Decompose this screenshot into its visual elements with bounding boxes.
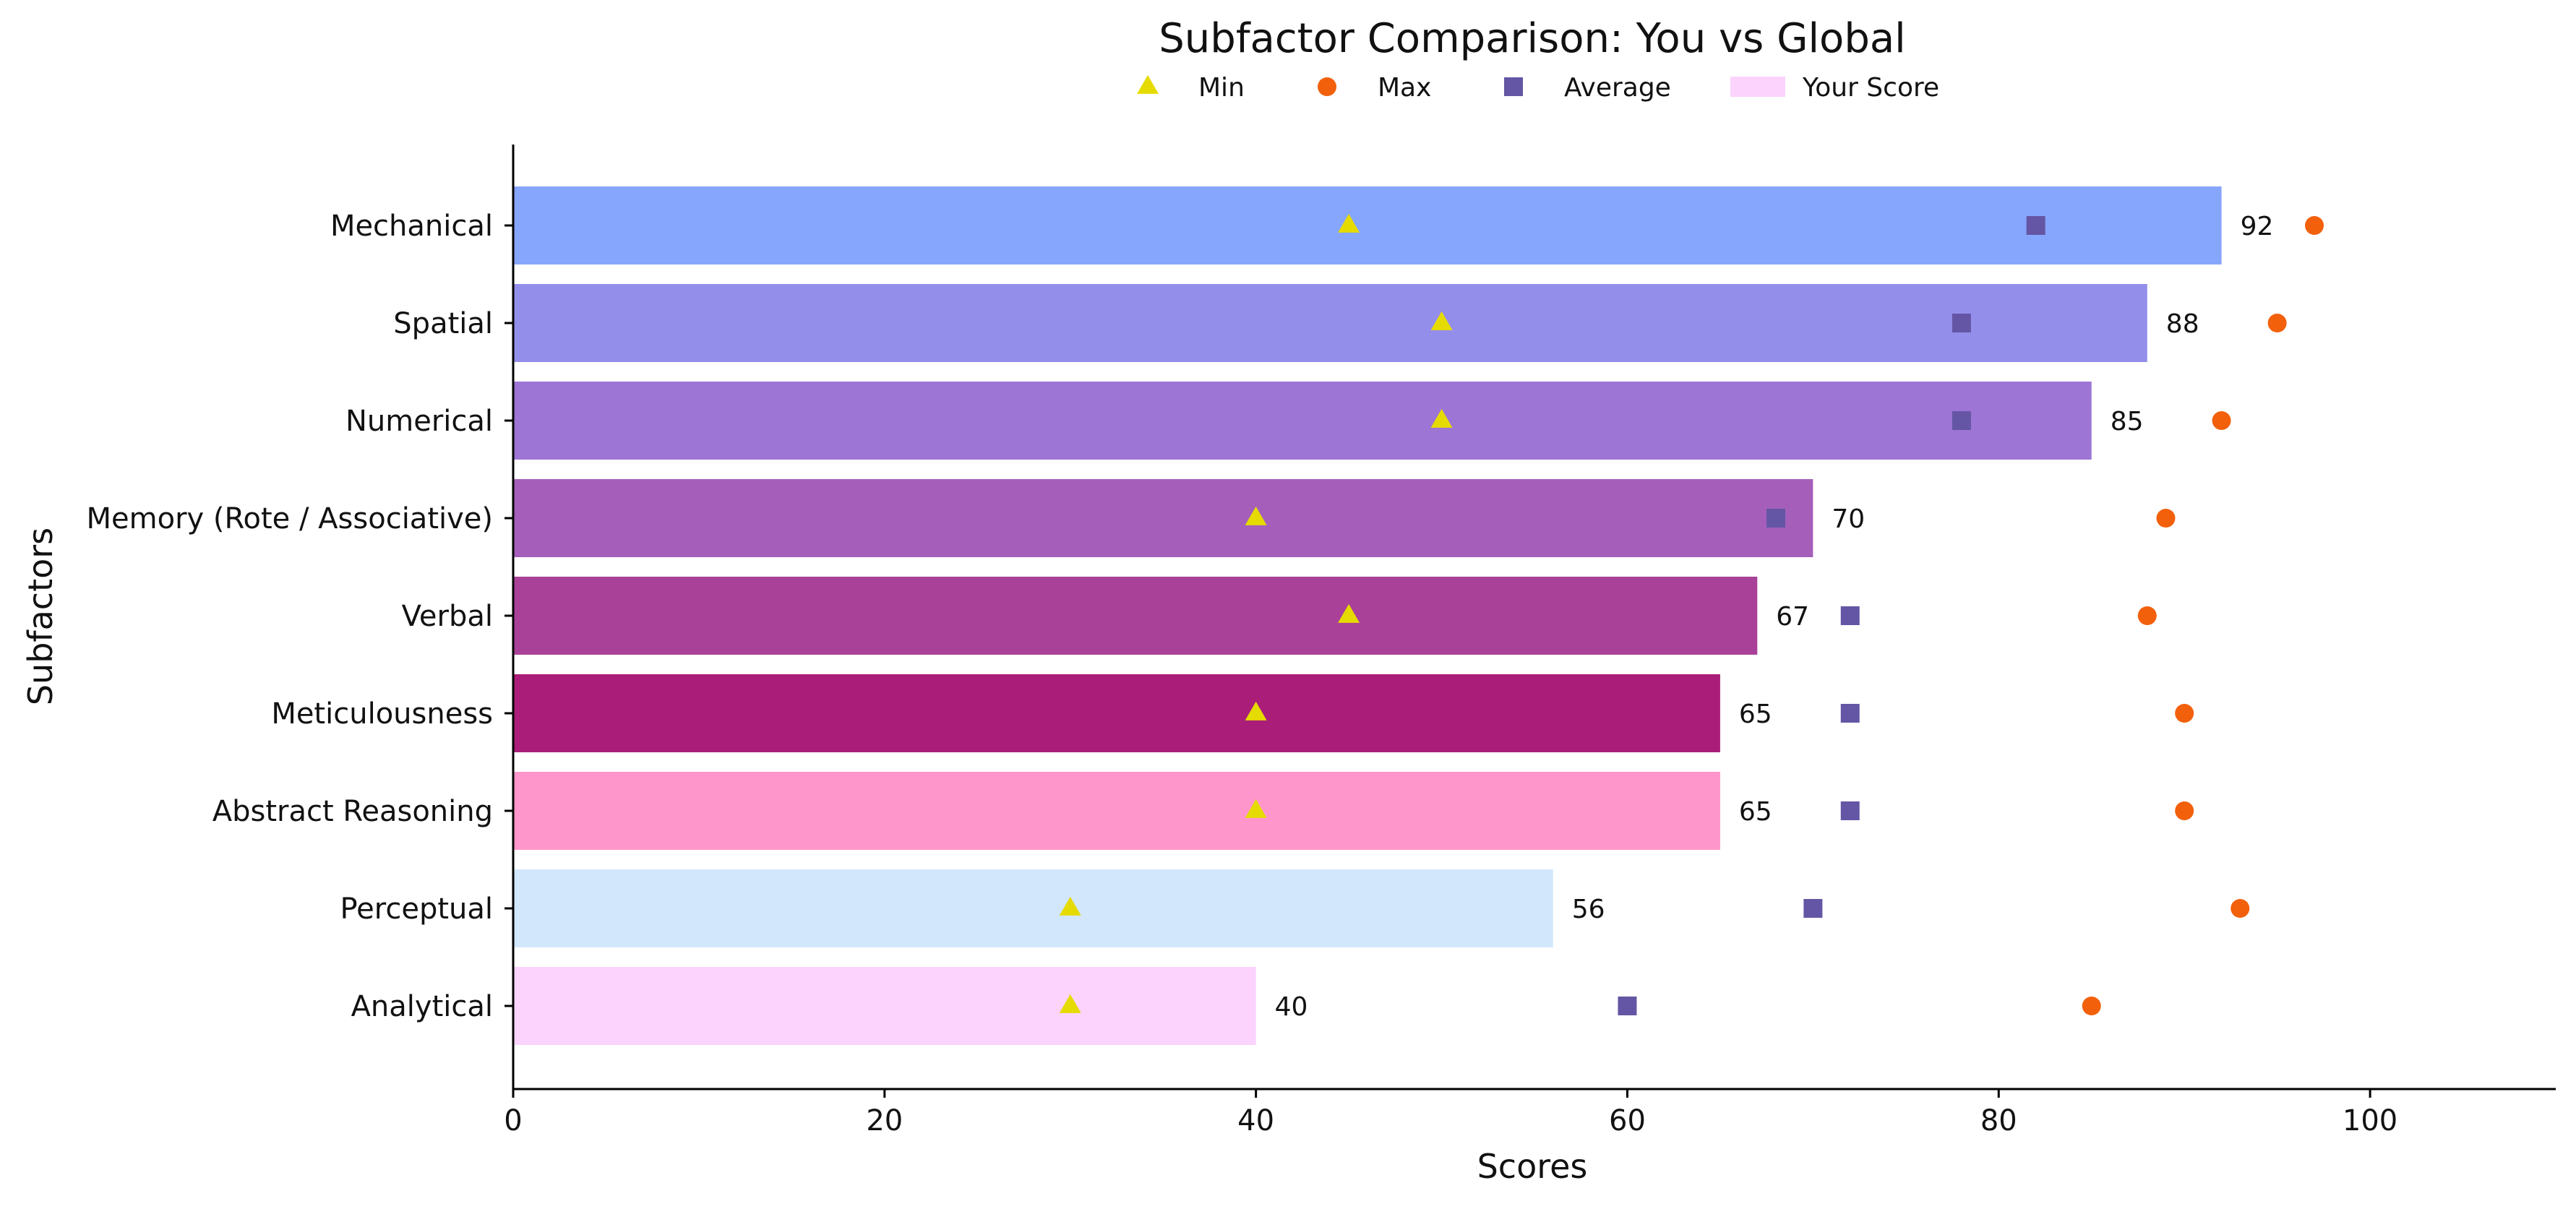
bar-value-label: 56 [1572,895,1605,924]
min-marker [1430,311,1453,330]
x-tick-label: 0 [504,1104,522,1137]
x-axis-label: Scores [1477,1147,1588,1186]
bar-value-label: 70 [1832,504,1865,534]
max-marker [2137,606,2157,625]
bar [513,674,1720,752]
bar-value-label: 92 [2241,212,2274,241]
legend-min-swatch [1137,74,1159,94]
min-marker [1338,603,1360,623]
x-tick-label: 20 [866,1104,903,1137]
bars: 92 88 85 70 67 65 65 56 40 [513,186,2273,1045]
bar [513,967,1256,1045]
max-marker [2212,411,2231,430]
y-axis-label: Subfactors [21,528,60,705]
x-tick-label: 60 [1609,1104,1646,1137]
bar-value-label: 88 [2166,309,2199,339]
bar [513,186,2222,264]
bar-value-label: 65 [1739,700,1772,729]
y-ticks: Mechanical Spatial Numerical Memory (Rote /… [87,210,513,1023]
legend: Min Max Average Your Score [1137,73,1939,103]
legend-label: Min [1198,73,1245,103]
y-tick-label: Verbal [402,600,493,633]
average-marker [1952,314,1971,332]
y-tick-label: Analytical [351,990,493,1023]
max-marker [2175,704,2194,723]
y-tick-label: Spatial [393,307,493,340]
legend-label: Average [1564,73,1671,103]
bar [513,577,1758,655]
legend-max-swatch [1318,77,1336,96]
max-marker [2231,899,2250,918]
x-tick-label: 40 [1237,1104,1274,1137]
min-marker [1059,994,1081,1013]
markers [1059,213,2324,1015]
max-marker [2175,801,2194,820]
x-tick-label: 100 [2343,1104,2397,1137]
max-marker [2267,314,2287,332]
legend-average-swatch [1504,77,1523,96]
average-marker [1840,801,1860,820]
legend-label: Max [1378,73,1431,103]
average-marker [2026,216,2045,235]
bar [513,382,2092,460]
average-marker [1840,606,1860,625]
min-marker [1338,213,1360,233]
bar [513,869,1553,947]
y-tick-label: Abstract Reasoning [212,795,493,828]
average-marker [1618,997,1637,1015]
max-marker [2156,509,2176,528]
average-marker [1952,411,1971,430]
x-tick-label: 80 [1980,1104,2017,1137]
chart-title: Subfactor Comparison: You vs Global [1159,15,1905,62]
bar [513,284,2147,362]
y-tick-label: Meticulousness [271,697,493,731]
min-marker [1245,506,1267,525]
bar-value-label: 40 [1275,992,1308,1022]
legend-your-score-swatch [1730,77,1785,97]
bar [513,479,1813,557]
y-tick-label: Numerical [345,405,493,438]
average-marker [1840,704,1860,723]
bar-value-label: 65 [1739,797,1772,827]
min-marker [1059,896,1081,916]
average-marker [1803,899,1823,918]
min-marker [1245,799,1267,818]
bar [513,772,1720,850]
min-marker [1430,408,1453,428]
max-marker [2082,997,2101,1015]
legend-label: Your Score [1802,73,1939,103]
y-tick-label: Mechanical [330,210,493,243]
x-ticks: 0 20 40 60 80 100 [504,1089,2397,1137]
bar-value-label: 67 [1776,602,1809,632]
y-tick-label: Perceptual [340,892,493,926]
y-tick-label: Memory (Rote / Associative) [87,502,493,535]
average-marker [1766,509,1785,528]
min-marker [1245,701,1267,720]
max-marker [2305,216,2324,235]
bar-value-label: 85 [2111,407,2144,436]
